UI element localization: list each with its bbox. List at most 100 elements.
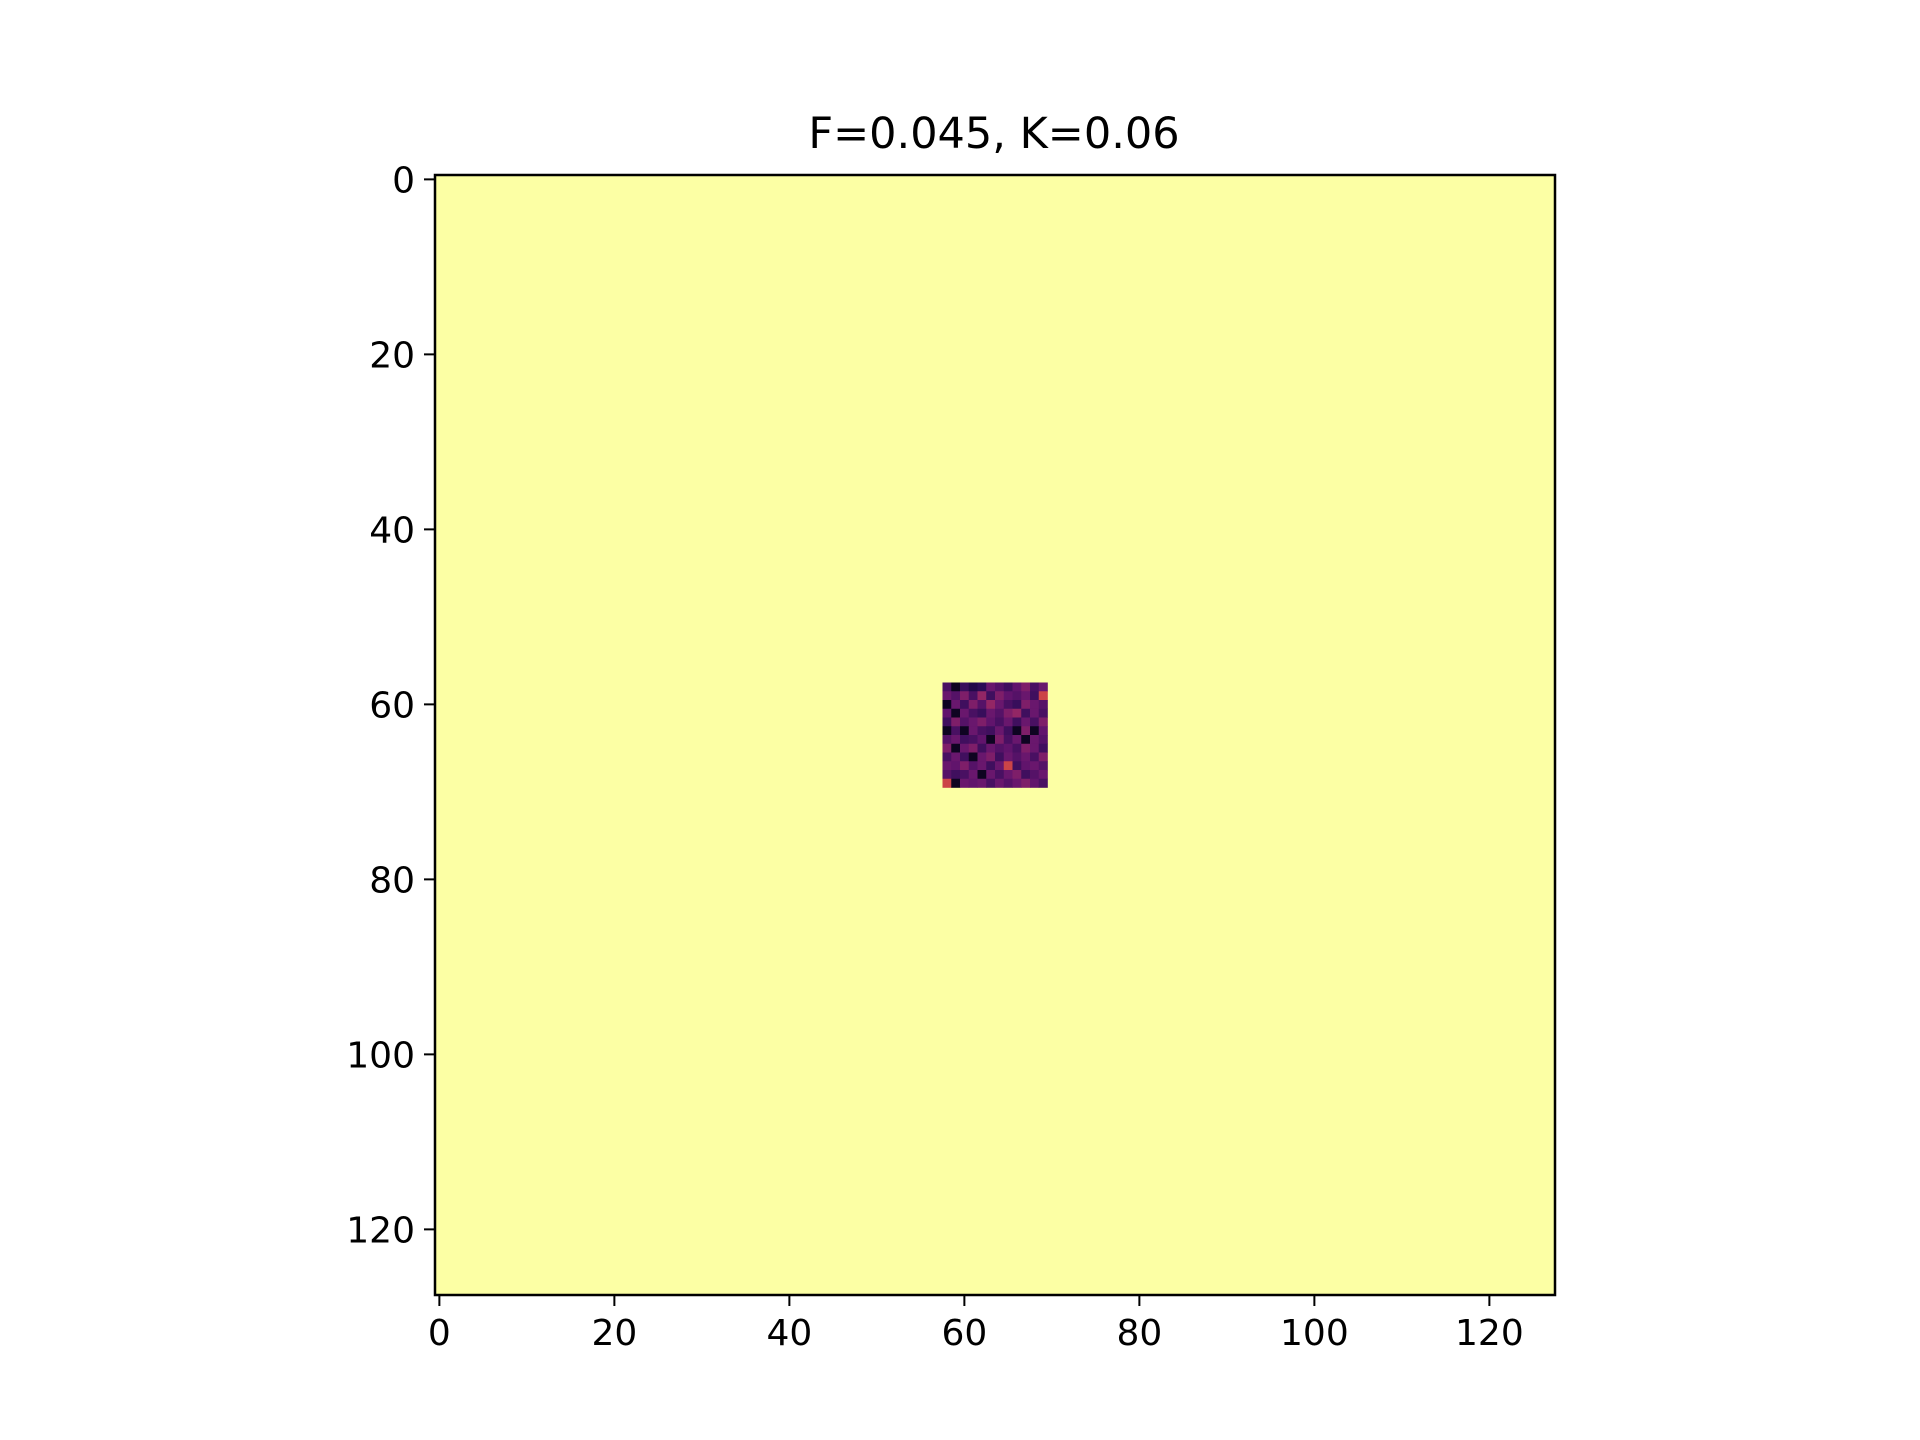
heatmap-cell — [942, 770, 952, 780]
heatmap-cell — [960, 717, 970, 727]
heatmap-cell — [1021, 682, 1031, 692]
heatmap-cell — [960, 761, 970, 771]
heatmap-cell — [986, 770, 996, 780]
heatmap-cell — [951, 770, 961, 780]
heatmap-cell — [942, 717, 952, 727]
heatmap-cell — [951, 735, 961, 745]
heatmap-cell — [1038, 778, 1048, 788]
heatmap-cell — [942, 735, 952, 745]
heatmap-cell — [1012, 752, 1022, 762]
heatmap-cell — [968, 717, 978, 727]
heatmap-cell — [968, 691, 978, 701]
heatmap-cell — [1003, 700, 1013, 710]
heatmap-cell — [1030, 761, 1040, 771]
heatmap-cell — [942, 682, 952, 692]
heatmap-cell — [968, 761, 978, 771]
heatmap-cell — [1012, 682, 1022, 692]
heatmap-cell — [960, 778, 970, 788]
heatmap-cell — [1030, 770, 1040, 780]
heatmap-cell — [1030, 708, 1040, 718]
heatmap-cell — [1003, 778, 1013, 788]
heatmap-cell — [951, 708, 961, 718]
heatmap-cell — [995, 708, 1005, 718]
heatmap-cell — [942, 778, 952, 788]
heatmap-cell — [1012, 708, 1022, 718]
x-tick-label: 0 — [428, 1313, 451, 1354]
heatmap-cell — [951, 761, 961, 771]
heatmap-cell — [995, 778, 1005, 788]
heatmap-cell — [1021, 743, 1031, 753]
heatmap-cell — [995, 735, 1005, 745]
heatmap-cell — [995, 726, 1005, 736]
x-tick-label: 60 — [941, 1313, 987, 1354]
heatmap-cell — [977, 778, 987, 788]
axes-frame — [433, 173, 1557, 1297]
y-tick-label: 60 — [369, 685, 415, 726]
heatmap-cell — [968, 770, 978, 780]
heatmap-cell — [986, 691, 996, 701]
heatmap-cell — [951, 778, 961, 788]
heatmap-cell — [995, 682, 1005, 692]
heatmap-cell — [942, 752, 952, 762]
heatmap-cell — [1003, 743, 1013, 753]
y-tick-label: 100 — [346, 1035, 415, 1076]
heatmap-cell — [1030, 735, 1040, 745]
heatmap-cell — [1021, 700, 1031, 710]
heatmap-cell — [1021, 778, 1031, 788]
heatmap-cell — [986, 682, 996, 692]
heatmap-cell — [1038, 752, 1048, 762]
x-tick-label: 120 — [1455, 1313, 1524, 1354]
heatmap-cell — [960, 752, 970, 762]
heatmap-cell — [942, 691, 952, 701]
heatmap-cell — [1030, 778, 1040, 788]
heatmap-cell — [951, 743, 961, 753]
heatmap-cell — [942, 700, 952, 710]
heatmap-cell — [1012, 700, 1022, 710]
heatmap-cell — [995, 752, 1005, 762]
heatmap-cell — [995, 743, 1005, 753]
heatmap-cell — [1012, 735, 1022, 745]
heatmap-cell — [977, 682, 987, 692]
heatmap-cell — [1021, 761, 1031, 771]
heatmap-cell — [1003, 752, 1013, 762]
heatmap-cell — [977, 743, 987, 753]
heatmap-cell — [1003, 708, 1013, 718]
heatmap-cell — [1030, 682, 1040, 692]
heatmap-cell — [942, 726, 952, 736]
heatmap-cell — [960, 691, 970, 701]
heatmap-cell — [986, 735, 996, 745]
heatmap-cell — [1030, 700, 1040, 710]
heatmap-cell — [977, 700, 987, 710]
heatmap-cell — [968, 726, 978, 736]
heatmap-cell — [1030, 743, 1040, 753]
heatmap-cell — [951, 752, 961, 762]
x-tick-label: 40 — [766, 1313, 812, 1354]
heatmap-cell — [986, 752, 996, 762]
heatmap-cell — [986, 717, 996, 727]
heatmap-cell — [1012, 761, 1022, 771]
heatmap-cell — [1012, 770, 1022, 780]
heatmap-cell — [1038, 708, 1048, 718]
heatmap-cell — [1012, 717, 1022, 727]
heatmap-cell — [1038, 717, 1048, 727]
heatmap-cell — [1038, 761, 1048, 771]
heatmap-cell — [1012, 778, 1022, 788]
heatmap-cell — [977, 761, 987, 771]
chart-title: F=0.045, K=0.06 — [808, 109, 1179, 159]
heatmap-cell — [951, 691, 961, 701]
y-tick-label: 120 — [346, 1210, 415, 1251]
heatmap-cell — [995, 717, 1005, 727]
y-tick-label: 40 — [369, 510, 415, 551]
heatmap-cell — [1038, 735, 1048, 745]
heatmap-cell — [1038, 743, 1048, 753]
plot-area — [433, 173, 1557, 1297]
heatmap-cell — [1021, 735, 1031, 745]
heatmap-cell — [977, 752, 987, 762]
heatmap-cell — [968, 743, 978, 753]
heatmap-cell — [986, 708, 996, 718]
heatmap-cell — [951, 717, 961, 727]
heatmap-cell — [986, 778, 996, 788]
heatmap-cell — [1038, 726, 1048, 736]
heatmap-cell — [1038, 691, 1048, 701]
